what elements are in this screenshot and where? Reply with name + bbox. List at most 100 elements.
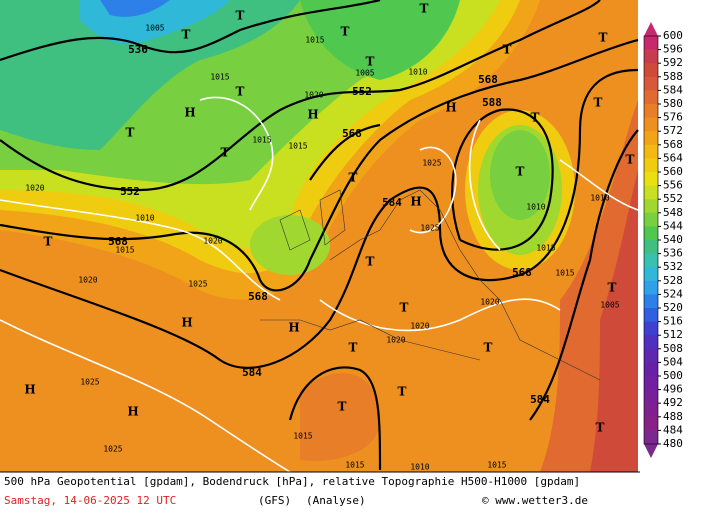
isobar-label: 1005	[355, 69, 374, 78]
isobar-label: 1020	[386, 336, 405, 345]
colorbar-label: 504	[663, 355, 683, 368]
colorbar-band	[644, 90, 658, 105]
isobar-label: 1010	[408, 68, 427, 77]
isobar-label: 1025	[422, 159, 441, 168]
pressure-center: T	[366, 255, 375, 269]
colorbar-band	[644, 240, 658, 255]
contour-label: 568	[342, 127, 362, 140]
colorbar-label: 600	[663, 29, 683, 42]
colorbar: 6005965925885845805765725685645605565525…	[643, 22, 683, 458]
isobar-label: 1015	[210, 73, 229, 82]
isobar-label: 1005	[145, 24, 164, 33]
isobar-label: 1010	[410, 463, 429, 472]
pressure-center: T	[594, 96, 603, 110]
pressure-center: T	[608, 281, 617, 295]
colorbar-label: 544	[663, 219, 683, 232]
pressure-center: T	[400, 301, 409, 315]
colorbar-band	[644, 49, 658, 64]
colorbar-label: 560	[663, 165, 683, 178]
isobar-label: 1020	[203, 237, 222, 246]
footer-date: Samstag, 14-06-2025 12 UTC	[4, 494, 176, 507]
pressure-center: T	[599, 31, 608, 45]
pressure-center: H	[127, 405, 138, 419]
pressure-center: H	[288, 321, 299, 335]
colorbar-label: 508	[663, 342, 683, 355]
colorbar-label: 572	[663, 124, 683, 137]
colorbar-label: 592	[663, 56, 683, 69]
isobar-label: 1015	[555, 269, 574, 278]
colorbar-label: 568	[663, 138, 683, 151]
pressure-center: T	[44, 235, 53, 249]
contour-label: 584	[382, 196, 402, 209]
isobar-label: 1020	[78, 276, 97, 285]
colorbar-label: 556	[663, 179, 683, 192]
footer-run: (Analyse)	[306, 494, 366, 507]
pressure-center: T	[516, 165, 525, 179]
contour-label: 552	[120, 185, 140, 198]
colorbar-label: 500	[663, 369, 683, 382]
isobar-label: 1020	[304, 91, 323, 100]
footer-model: (GFS)	[258, 494, 291, 507]
contour-label: 536	[128, 43, 148, 56]
colorbar-band	[644, 362, 658, 377]
colorbar-band	[644, 117, 658, 132]
colorbar-label: 564	[663, 151, 683, 164]
colorbar-band	[644, 348, 658, 363]
pressure-center: T	[420, 2, 429, 16]
colorbar-band	[644, 131, 658, 146]
isobar-label: 1020	[480, 298, 499, 307]
colorbar-label: 492	[663, 396, 683, 409]
isobar-label: 1015	[293, 432, 312, 441]
isobar-label: 1015	[252, 136, 271, 145]
isobar-label: 1015	[345, 461, 364, 470]
pressure-center: T	[182, 28, 191, 42]
pressure-center: H	[184, 106, 195, 120]
colorbar-label: 548	[663, 206, 683, 219]
colorbar-label: 496	[663, 383, 683, 396]
colorbar-label: 532	[663, 260, 683, 273]
colorbar-band	[644, 253, 658, 268]
colorbar-band	[644, 76, 658, 91]
colorbar-band	[644, 389, 658, 404]
colorbar-band	[644, 308, 658, 323]
colorbar-label: 540	[663, 233, 683, 246]
contour-label: 568	[478, 73, 498, 86]
isobar-label: 1005	[600, 301, 619, 310]
pressure-center: T	[596, 421, 605, 435]
contour-label: 552	[352, 85, 372, 98]
colorbar-label: 552	[663, 192, 683, 205]
pressure-center: H	[24, 383, 35, 397]
colorbar-label: 480	[663, 437, 683, 450]
colorbar-band	[644, 185, 658, 200]
colorbar-band	[644, 104, 658, 119]
colorbar-label: 516	[663, 315, 683, 328]
pressure-center: H	[181, 316, 192, 330]
colorbar-label: 524	[663, 287, 683, 300]
colorbar-band	[644, 294, 658, 309]
isobar-label: 1015	[487, 461, 506, 470]
isobar-label: 1015	[305, 36, 324, 45]
colorbar-label: 488	[663, 410, 683, 423]
pressure-center: T	[626, 153, 635, 167]
isobar-label: 1015	[288, 142, 307, 151]
colorbar-band	[644, 321, 658, 336]
colorbar-label: 580	[663, 97, 683, 110]
colorbar-band	[644, 199, 658, 214]
colorbar-band	[644, 158, 658, 173]
colorbar-label: 484	[663, 423, 683, 436]
colorbar-label: 588	[663, 70, 683, 83]
contour-label: 584	[242, 366, 262, 379]
pressure-center: T	[349, 341, 358, 355]
colorbar-band	[644, 280, 658, 295]
isobar-label: 1020	[25, 184, 44, 193]
contour-label: 568	[108, 235, 128, 248]
pressure-center: T	[341, 25, 350, 39]
colorbar-bottom	[644, 444, 658, 458]
colorbar-band	[644, 416, 658, 431]
contour-label: 584	[530, 393, 550, 406]
pressure-center: H	[410, 195, 421, 209]
colorbar-band	[644, 430, 658, 445]
isobar-label: 1025	[188, 280, 207, 289]
colorbar-label: 536	[663, 247, 683, 260]
pressure-center: T	[338, 400, 347, 414]
